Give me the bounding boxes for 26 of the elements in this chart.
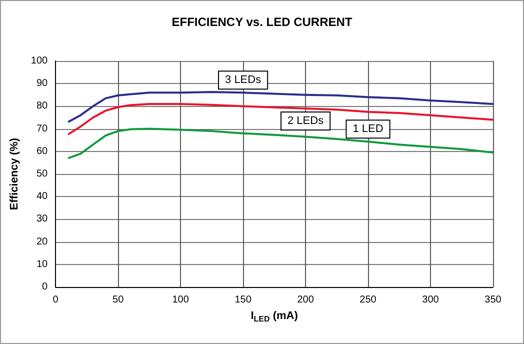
y-tick-label: 70 bbox=[36, 123, 48, 134]
y-tick-label: 100 bbox=[30, 56, 48, 66]
y-tick-label: 80 bbox=[36, 100, 48, 112]
y-tick-label: 0 bbox=[42, 282, 48, 292]
y-tick-label: 90 bbox=[36, 78, 48, 90]
x-tick-label: 50 bbox=[112, 294, 124, 306]
y-tick-label: 60 bbox=[36, 146, 48, 157]
series-label: 2 LEDs bbox=[287, 114, 324, 127]
series-label: 1 LED bbox=[352, 123, 384, 136]
x-tick-label: 0 bbox=[52, 294, 59, 306]
x-tick-label: 300 bbox=[422, 294, 440, 306]
chart-title: EFFICIENCY vs. LED CURRENT bbox=[172, 15, 353, 29]
x-tick-label: 100 bbox=[172, 294, 190, 306]
y-tick-label: 40 bbox=[36, 191, 48, 202]
y-tick-label: 10 bbox=[36, 258, 48, 270]
x-tick-label: 350 bbox=[484, 294, 502, 306]
line-series bbox=[67, 102, 494, 136]
x-tick-label: 150 bbox=[234, 294, 252, 306]
y-axis-title: Efficiency (%) bbox=[8, 138, 20, 210]
x-tick-label: 200 bbox=[297, 294, 314, 306]
x-tick-label: 250 bbox=[360, 294, 377, 306]
series-label: 3 LEDs bbox=[225, 74, 262, 86]
y-tick-label: 30 bbox=[36, 214, 48, 225]
y-tick-label: 20 bbox=[36, 236, 48, 248]
y-tick-label: 50 bbox=[36, 168, 48, 180]
line-series bbox=[67, 90, 494, 124]
